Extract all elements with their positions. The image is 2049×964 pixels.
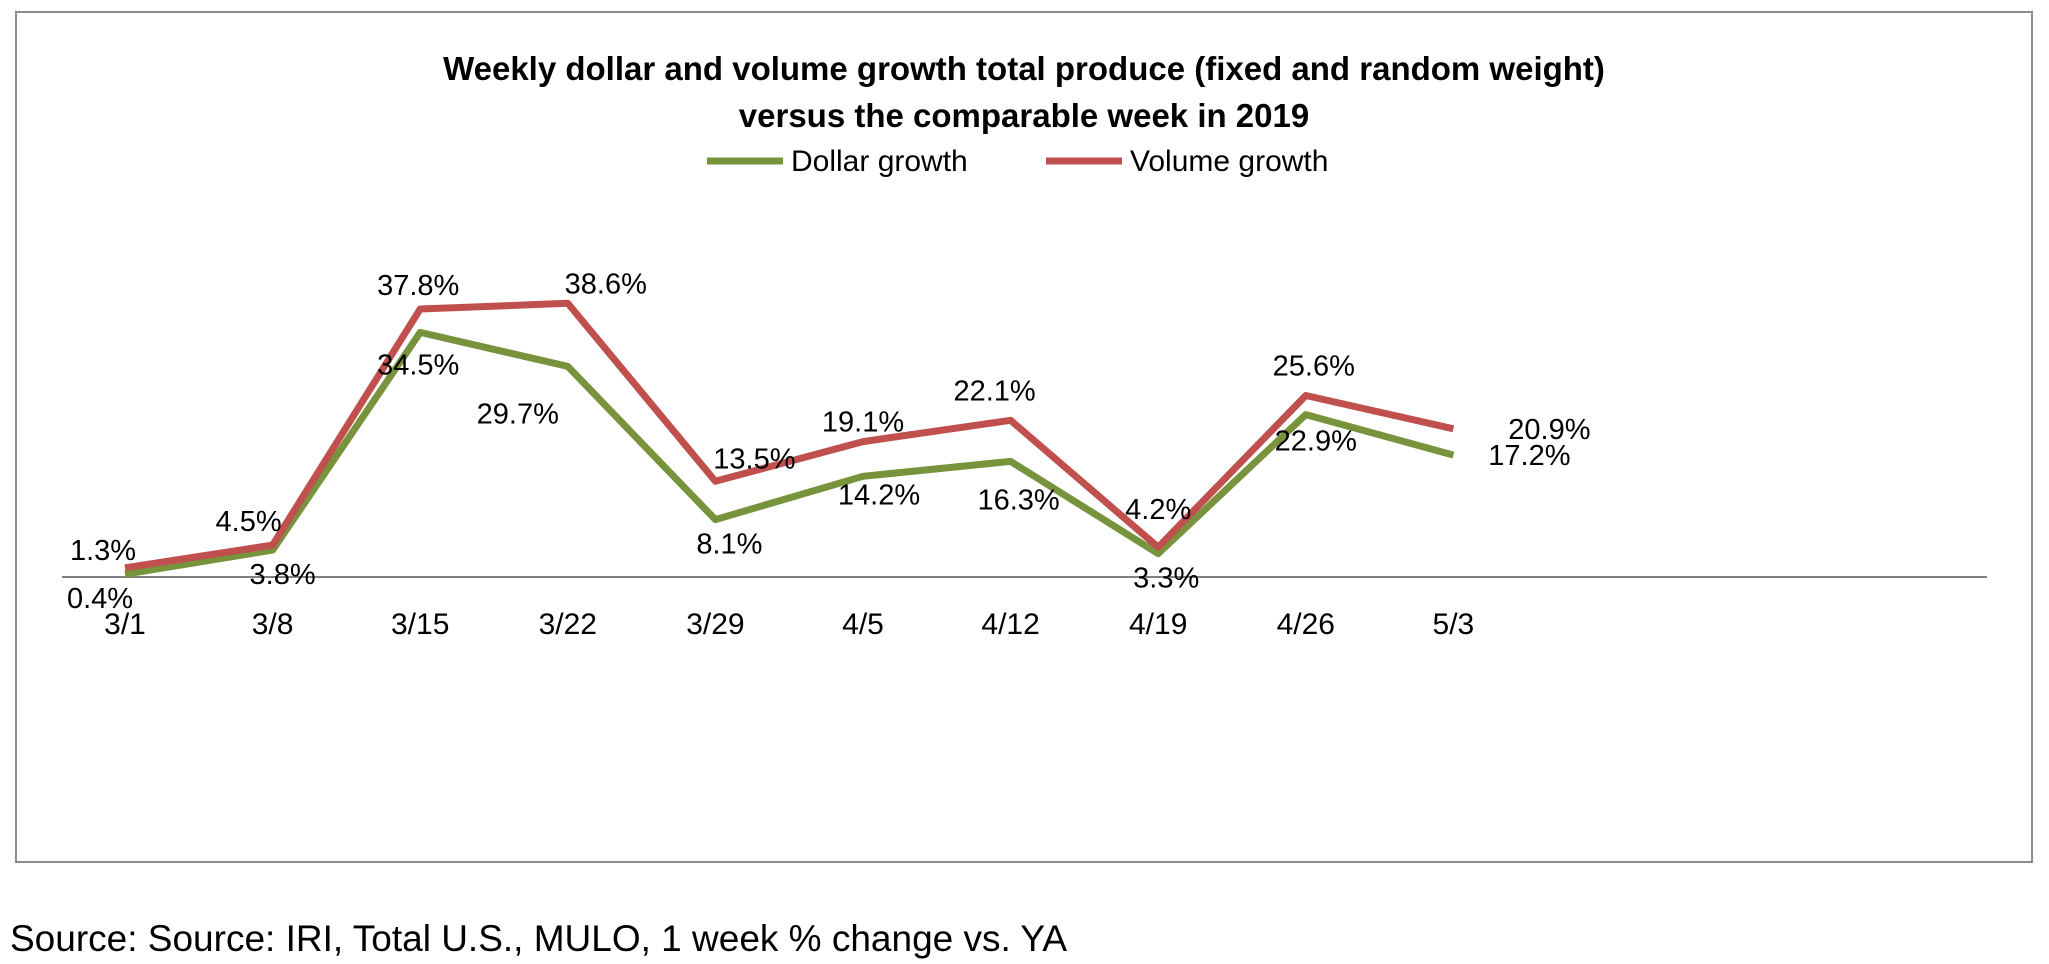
source-note: Source: Source: IRI, Total U.S., MULO, 1… xyxy=(10,918,1068,959)
data-label-volume-growth: 1.3% xyxy=(70,535,136,567)
legend-label-dollar-growth: Dollar growth xyxy=(791,145,968,178)
data-label-dollar-growth: 3.8% xyxy=(250,559,316,591)
x-tick-label: 3/8 xyxy=(252,608,294,641)
data-label-dollar-growth: 3.3% xyxy=(1133,563,1199,595)
data-label-volume-growth: 20.9% xyxy=(1508,414,1590,446)
x-tick-label: 3/1 xyxy=(104,608,146,641)
series-line-dollar-growth xyxy=(124,328,1455,578)
data-label-dollar-growth: 0.4% xyxy=(67,583,133,615)
x-tick-label: 3/29 xyxy=(686,608,744,641)
x-tick-label: 4/12 xyxy=(981,608,1039,641)
x-tick-label: 3/15 xyxy=(391,608,449,641)
legend: Dollar growth Volume growth xyxy=(707,145,1328,178)
data-label-dollar-growth: 14.2% xyxy=(838,479,920,511)
data-label-volume-growth: 38.6% xyxy=(565,268,647,300)
data-label-volume-growth: 13.5% xyxy=(713,443,795,475)
data-label-volume-growth: 19.1% xyxy=(822,407,904,439)
data-label-dollar-growth: 34.5% xyxy=(377,349,459,381)
line-chart: Weekly dollar and volume growth total pr… xyxy=(62,50,1987,641)
data-label-dollar-growth: 16.3% xyxy=(977,484,1059,516)
data-label-volume-growth: 4.2% xyxy=(1125,494,1191,526)
x-tick-label: 5/3 xyxy=(1433,608,1475,641)
series-lines xyxy=(124,299,1455,578)
chart-title-line-1: Weekly dollar and volume growth total pr… xyxy=(443,50,1605,87)
x-tick-label: 4/19 xyxy=(1129,608,1187,641)
data-label-volume-growth: 25.6% xyxy=(1273,351,1355,383)
chart-frame: Weekly dollar and volume growth total pr… xyxy=(15,11,2033,863)
data-label-volume-growth: 22.1% xyxy=(953,375,1035,407)
x-tick-label: 4/26 xyxy=(1277,608,1335,641)
data-label-dollar-growth: 8.1% xyxy=(696,529,762,561)
x-tick-label: 4/5 xyxy=(842,608,884,641)
data-label-dollar-growth: 29.7% xyxy=(477,398,559,430)
data-labels: 0.4% 3.8% 34.5% 29.7% 8.1% 14.2% 16.3% 3.3% 22.9… xyxy=(67,268,1591,615)
data-label-dollar-growth: 17.2% xyxy=(1488,440,1570,472)
data-label-volume-growth: 37.8% xyxy=(377,270,459,302)
data-label-dollar-growth: 22.9% xyxy=(1275,426,1357,458)
x-tick-label: 3/22 xyxy=(539,608,597,641)
series-line-volume-growth xyxy=(124,299,1455,572)
x-axis-ticks: 3/1 3/8 3/15 3/22 3/29 4/5 4/12 4/19 4/26 5/3 xyxy=(104,608,1474,641)
data-label-volume-growth: 4.5% xyxy=(216,506,282,538)
legend-label-volume-growth: Volume growth xyxy=(1130,145,1328,178)
chart-title-line-2: versus the comparable week in 2019 xyxy=(739,97,1309,134)
